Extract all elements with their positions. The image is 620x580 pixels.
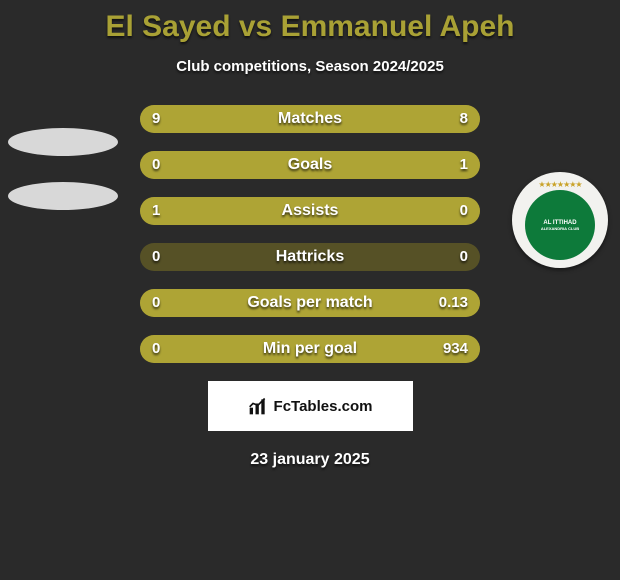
player-right-club-badge: ★★★★★★★ AL ITTIHAD ALEXANDRIA CLUB <box>512 172 608 268</box>
stat-label: Hattricks <box>140 243 480 271</box>
badge-inner: AL ITTIHAD ALEXANDRIA CLUB <box>525 190 595 260</box>
stat-value-right: 1 <box>460 151 468 179</box>
stats-container: 9Matches80Goals11Assists00Hattricks00Goa… <box>140 105 480 363</box>
stat-value-right: 0 <box>460 243 468 271</box>
attribution-box: FcTables.com <box>208 381 413 431</box>
avatar-ellipse-2 <box>8 182 118 210</box>
badge-stars: ★★★★★★★ <box>538 180 581 189</box>
badge-text-bottom: ALEXANDRIA CLUB <box>541 226 579 231</box>
stat-label: Assists <box>140 197 480 225</box>
stat-bar: 0Goals1 <box>140 151 480 179</box>
stat-bar: 0Hattricks0 <box>140 243 480 271</box>
subtitle: Club competitions, Season 2024/2025 <box>0 58 620 75</box>
stat-label: Min per goal <box>140 335 480 363</box>
stat-value-right: 8 <box>460 105 468 133</box>
date-text: 23 january 2025 <box>0 451 620 469</box>
attribution-text: FcTables.com <box>274 398 373 415</box>
page-title: El Sayed vs Emmanuel Apeh <box>0 0 620 44</box>
stat-value-right: 0 <box>460 197 468 225</box>
stat-bar: 9Matches8 <box>140 105 480 133</box>
stat-value-right: 934 <box>443 335 468 363</box>
stat-label: Goals <box>140 151 480 179</box>
stat-bar: 0Goals per match0.13 <box>140 289 480 317</box>
stat-bar: 0Min per goal934 <box>140 335 480 363</box>
stat-label: Goals per match <box>140 289 480 317</box>
stat-value-right: 0.13 <box>439 289 468 317</box>
stat-label: Matches <box>140 105 480 133</box>
chart-icon <box>248 396 268 416</box>
stat-bar: 1Assists0 <box>140 197 480 225</box>
avatar-ellipse-1 <box>8 128 118 156</box>
